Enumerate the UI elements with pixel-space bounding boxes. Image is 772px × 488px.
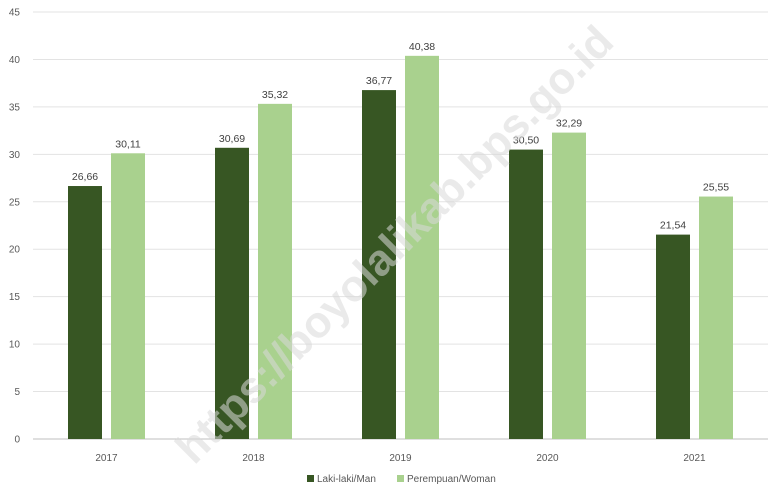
data-label: 21,54 (660, 220, 686, 232)
x-tick-label: 2017 (95, 453, 118, 464)
y-tick-label: 45 (9, 8, 21, 19)
y-tick-label: 20 (9, 245, 21, 256)
y-tick-label: 10 (9, 340, 21, 351)
legend-swatch-woman (397, 475, 404, 482)
legend-label-woman: Perempuan/Woman (407, 474, 496, 485)
data-label: 30,69 (219, 133, 245, 145)
bar-woman-2017 (111, 153, 145, 439)
bar-woman-2019 (405, 55, 439, 440)
bar-man-2020 (509, 149, 543, 440)
x-tick-label: 2020 (536, 453, 559, 464)
y-tick-label: 35 (9, 102, 21, 113)
data-label: 32,29 (556, 118, 582, 130)
data-label: 35,32 (262, 89, 288, 101)
data-label: 30,50 (513, 135, 539, 147)
y-tick-label: 0 (14, 435, 20, 446)
y-tick-label: 30 (9, 150, 21, 161)
x-tick-label: 2021 (683, 453, 706, 464)
bar-man-2017 (68, 186, 102, 439)
x-tick-label: 2019 (389, 453, 412, 464)
legend-label-man: Laki-laki/Man (317, 474, 376, 485)
y-tick-label: 15 (9, 292, 21, 303)
bar-man-2021 (656, 234, 690, 439)
y-tick-label: 25 (9, 197, 21, 208)
bar-woman-2021 (699, 196, 733, 439)
data-label: 36,77 (366, 75, 392, 87)
gridlines (33, 11, 768, 440)
y-axis: 0 5 10 15 20 25 30 35 40 45 (9, 8, 21, 446)
legend-swatch-man (307, 475, 314, 482)
x-tick-label: 2018 (242, 453, 265, 464)
data-label: 40,38 (409, 41, 435, 53)
bar-man-2019 (362, 90, 396, 439)
bar-man-2018 (215, 147, 249, 439)
data-label: 30,11 (115, 138, 141, 150)
x-axis: 2017 2018 2019 2020 2021 (95, 453, 706, 464)
bar-woman-2018 (258, 103, 292, 439)
bar-woman-2020 (552, 132, 586, 440)
y-tick-label: 40 (9, 55, 21, 66)
y-tick-label: 5 (14, 387, 20, 398)
data-label: 26,66 (72, 171, 98, 183)
bars: 26,66 30,11 30,69 35,32 36,77 40,38 30,50 32,29… (68, 41, 733, 440)
legend: Laki-laki/Man Perempuan/Woman (307, 474, 496, 485)
data-label: 25,55 (703, 182, 729, 194)
